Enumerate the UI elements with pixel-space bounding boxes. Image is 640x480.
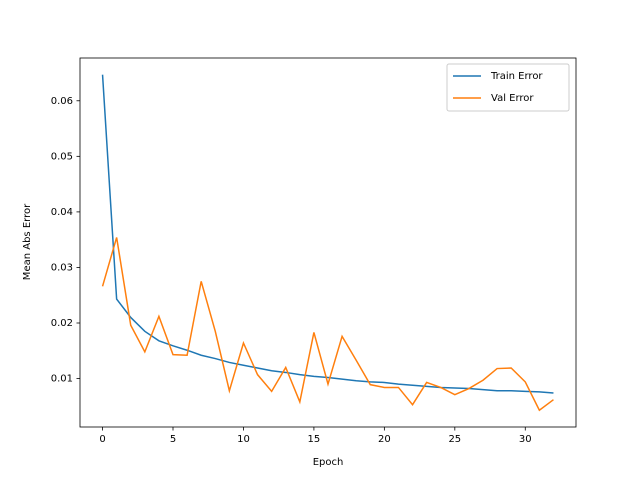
x-tick-label: 10 bbox=[237, 434, 250, 445]
y-axis-label: Mean Abs Error bbox=[22, 203, 33, 280]
x-tick-label: 20 bbox=[378, 434, 391, 445]
x-tick-label: 25 bbox=[448, 434, 461, 445]
line-series bbox=[101, 237, 554, 412]
y-tick-label: 0.03 bbox=[51, 262, 73, 273]
y-tick-label: 0.01 bbox=[51, 374, 73, 385]
x-axis-label: Epoch bbox=[313, 457, 344, 468]
line-series bbox=[101, 74, 554, 394]
y-tick-label: 0.02 bbox=[51, 318, 73, 329]
plot-frame bbox=[79, 57, 577, 428]
legend-label: Train Error bbox=[490, 71, 543, 82]
x-tick-label: 30 bbox=[519, 434, 532, 445]
legend-label: Val Error bbox=[491, 93, 534, 104]
y-tick-label: 0.04 bbox=[51, 207, 73, 218]
y-tick-label: 0.06 bbox=[51, 96, 73, 107]
x-tick-label: 0 bbox=[99, 434, 105, 445]
x-tick-label: 15 bbox=[308, 434, 321, 445]
y-tick-label: 0.05 bbox=[51, 151, 73, 162]
x-tick-label: 5 bbox=[170, 434, 176, 445]
